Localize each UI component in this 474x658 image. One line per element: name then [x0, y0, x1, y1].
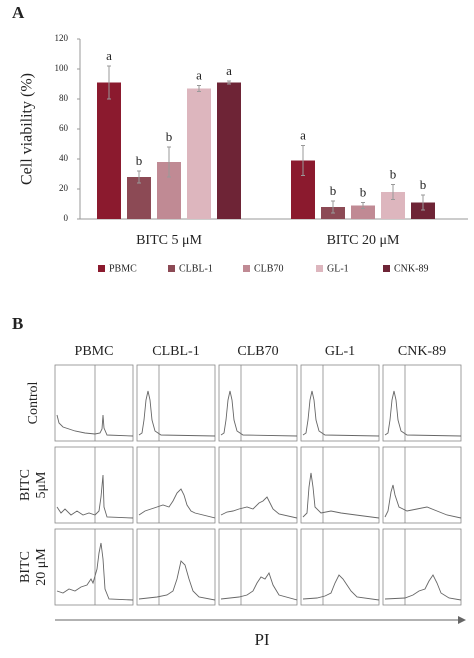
row-label: 20 μM: [34, 548, 49, 586]
histogram: [138, 560, 215, 601]
histogram-frame: [382, 446, 462, 524]
legend-swatch: [243, 265, 250, 272]
histogram-frame: [382, 364, 462, 442]
legend-label: CNK-89: [394, 263, 428, 274]
error-bar: [137, 170, 141, 184]
y-axis-label: Cell viability (%): [19, 73, 36, 185]
histogram-frame: [54, 364, 134, 442]
histogram-frame: [54, 446, 134, 524]
row-label: BITC: [18, 469, 33, 501]
bar: [97, 82, 121, 219]
histogram-frame: [136, 446, 216, 524]
histogram: [220, 496, 297, 519]
bar: [411, 202, 435, 219]
significance-label: b: [166, 129, 173, 144]
error-bar: [301, 145, 305, 176]
error-bar: [361, 202, 365, 209]
row-label: 5μM: [34, 471, 49, 499]
histogram: [138, 390, 215, 437]
histogram: [302, 574, 379, 601]
y-tick-label: 40: [59, 153, 69, 163]
bar: [187, 88, 211, 219]
significance-label: a: [300, 127, 306, 142]
legend-label: CLB70: [254, 263, 283, 274]
y-tick-label: 0: [64, 213, 69, 223]
bar: [127, 177, 151, 219]
significance-label: b: [390, 166, 397, 181]
y-tick-label: 60: [59, 123, 69, 133]
histogram-frame: [300, 528, 380, 606]
legend-label: PBMC: [109, 263, 137, 274]
column-label: PBMC: [75, 344, 114, 359]
histogram-frame: [218, 364, 298, 442]
histogram-frame: [218, 446, 298, 524]
error-bar: [227, 80, 231, 85]
error-bar: [391, 184, 395, 200]
histogram-frame: [300, 446, 380, 524]
significance-label: b: [420, 177, 427, 192]
histogram: [302, 390, 379, 437]
histogram-frame: [218, 528, 298, 606]
y-tick-label: 20: [59, 183, 69, 193]
histogram: [384, 390, 461, 437]
legend-swatch: [383, 265, 390, 272]
histogram-frame: [300, 364, 380, 442]
x-tick-label: BITC 5 μM: [136, 233, 202, 248]
panel-label: A: [12, 3, 25, 22]
histogram: [384, 574, 461, 601]
error-bar: [421, 194, 425, 211]
column-label: GL-1: [325, 344, 355, 359]
x-axis-label: PI: [254, 630, 269, 649]
x-tick-label: BITC 20 μM: [327, 233, 400, 248]
error-bar: [107, 65, 111, 100]
legend-label: GL-1: [327, 263, 349, 274]
error-bar: [197, 85, 201, 92]
histogram-frame: [136, 364, 216, 442]
histogram-frame: [136, 528, 216, 606]
significance-label: a: [196, 67, 202, 82]
histogram: [384, 484, 461, 519]
column-label: CNK-89: [398, 344, 446, 359]
column-label: CLBL-1: [152, 344, 199, 359]
y-tick-label: 120: [55, 33, 69, 43]
bar: [351, 205, 375, 219]
y-tick-label: 80: [59, 93, 69, 103]
row-label: BITC: [18, 551, 33, 583]
error-bar: [331, 200, 335, 214]
legend-swatch: [98, 265, 105, 272]
legend-label: CLBL-1: [179, 263, 213, 274]
significance-label: a: [106, 48, 112, 63]
histogram-frame: [54, 528, 134, 606]
significance-label: b: [360, 184, 367, 199]
y-tick-label: 100: [55, 63, 69, 73]
panel-label: B: [12, 314, 23, 333]
legend-swatch: [316, 265, 323, 272]
histogram: [220, 572, 297, 601]
legend-swatch: [168, 265, 175, 272]
error-bar: [167, 146, 171, 178]
significance-label: b: [136, 153, 143, 168]
bar: [217, 82, 241, 219]
significance-label: b: [330, 183, 337, 198]
row-label: Control: [26, 382, 41, 425]
column-label: CLB70: [237, 344, 278, 359]
histogram: [302, 472, 379, 519]
significance-label: a: [226, 63, 232, 78]
histogram: [138, 488, 215, 519]
histogram-frame: [382, 528, 462, 606]
histogram: [220, 390, 297, 437]
